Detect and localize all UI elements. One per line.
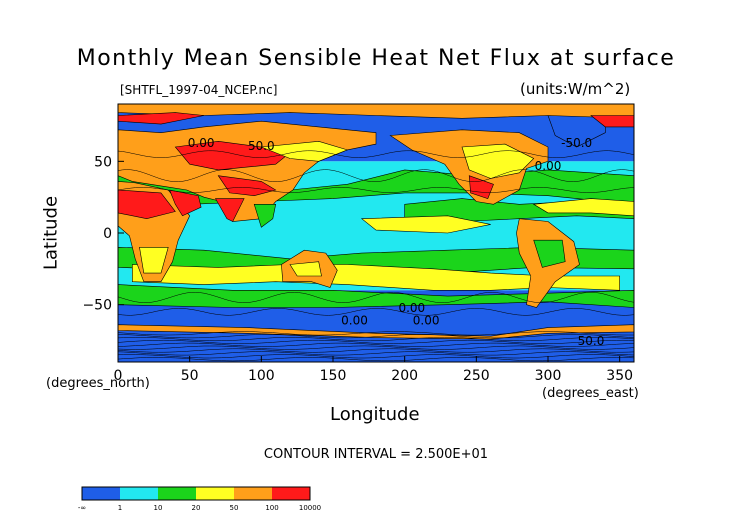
contour-label: 0.00	[398, 301, 425, 315]
chart-title: Monthly Mean Sensible Heat Net Flux at s…	[76, 46, 676, 71]
colorbar-tick-label: 50	[230, 504, 239, 512]
x-tick-label: 100	[248, 368, 275, 384]
contour-line-south	[118, 351, 634, 356]
colorbar-swatch	[120, 487, 158, 500]
arctic-red-west	[118, 112, 205, 125]
southern-ocean-green	[118, 284, 634, 308]
contour-interval: CONTOUR INTERVAL = 2.500E+01	[263, 447, 489, 462]
x-axis: 0 50 100 150 200 250 300 350	[114, 356, 633, 384]
contour-label: 0.00	[413, 314, 440, 328]
contour-line-south	[118, 339, 634, 344]
x-unit-label-right: (degrees_east)	[542, 386, 639, 401]
contour-line-south	[118, 334, 634, 339]
colorbar-tick-label: 100	[265, 504, 278, 512]
colorbar-swatch	[82, 487, 120, 500]
x-tick-label: 50	[181, 368, 199, 384]
contour-label: -50.0	[561, 136, 592, 150]
arabia	[169, 189, 202, 217]
colorbar-swatch	[272, 487, 310, 500]
colorbar-legend: -∞ 1 10 20 50 100 10000	[78, 486, 321, 512]
x-unit-label-left: (degrees_north)	[46, 376, 150, 391]
colorbar-frame	[81, 486, 311, 501]
colorbar-swatch	[196, 487, 234, 500]
antarctic-coast	[118, 324, 634, 340]
contour-line-south	[118, 342, 634, 347]
contour-label: 0.00	[188, 136, 215, 150]
tibet-red	[217, 175, 277, 197]
contour-line-south	[118, 331, 634, 336]
colorbar-swatch	[158, 487, 196, 500]
colorbar-tick-label: 10	[154, 504, 163, 512]
contour-label: 0.00	[341, 314, 368, 328]
y-axis: 50 0 −50	[82, 154, 124, 314]
pacific-yellow	[360, 215, 491, 234]
x-tick-label: 250	[463, 368, 490, 384]
india	[214, 198, 245, 222]
contour-line	[118, 187, 634, 193]
southeast-asia	[253, 204, 277, 228]
south-africa-yellow	[139, 247, 169, 274]
contour-line-south	[118, 337, 634, 342]
contour-line-south	[118, 348, 634, 353]
colorbar-tick-label: -∞	[78, 504, 86, 512]
x-tick-label: 350	[606, 368, 633, 384]
x-tick-label: 150	[320, 368, 347, 384]
siberia-red	[174, 140, 291, 171]
y-tick-label: 50	[94, 154, 112, 170]
x-tick-label: 0	[114, 368, 123, 384]
contour-line-south	[118, 345, 634, 350]
colorbar-tick-label: 20	[192, 504, 201, 512]
east-asia-yellow	[261, 140, 349, 162]
colorbar-tick-label: 10000	[299, 504, 321, 512]
y-tick-label: −50	[82, 298, 112, 314]
x-tick-label: 200	[391, 368, 418, 384]
na-interior-yellow	[461, 143, 535, 179]
contour-line	[118, 292, 634, 303]
contour-line	[118, 308, 634, 316]
contour-label: 50.0	[248, 139, 275, 153]
australia-interior	[289, 261, 322, 277]
y-axis-label: Latitude	[40, 195, 62, 271]
amazon-green	[533, 239, 566, 268]
x-axis-label: Longitude	[330, 404, 420, 425]
colorbar-tick-label: 1	[118, 504, 122, 512]
file-label: [SHTFL_1997-04_NCEP.nc]	[120, 83, 278, 97]
x-tick-label: 300	[535, 368, 562, 384]
contour-label: 50.0	[578, 334, 605, 348]
contour-line	[118, 150, 634, 158]
y-tick-label: 0	[103, 226, 112, 242]
arctic-red-east	[590, 115, 634, 128]
contour-line	[118, 169, 634, 182]
sahara-red	[118, 189, 176, 220]
atlantic-yellow	[532, 198, 634, 217]
contour-label: 0.00	[535, 159, 562, 173]
units-label: (units:W/m^2)	[520, 80, 631, 98]
colorbar-swatch	[234, 487, 272, 500]
